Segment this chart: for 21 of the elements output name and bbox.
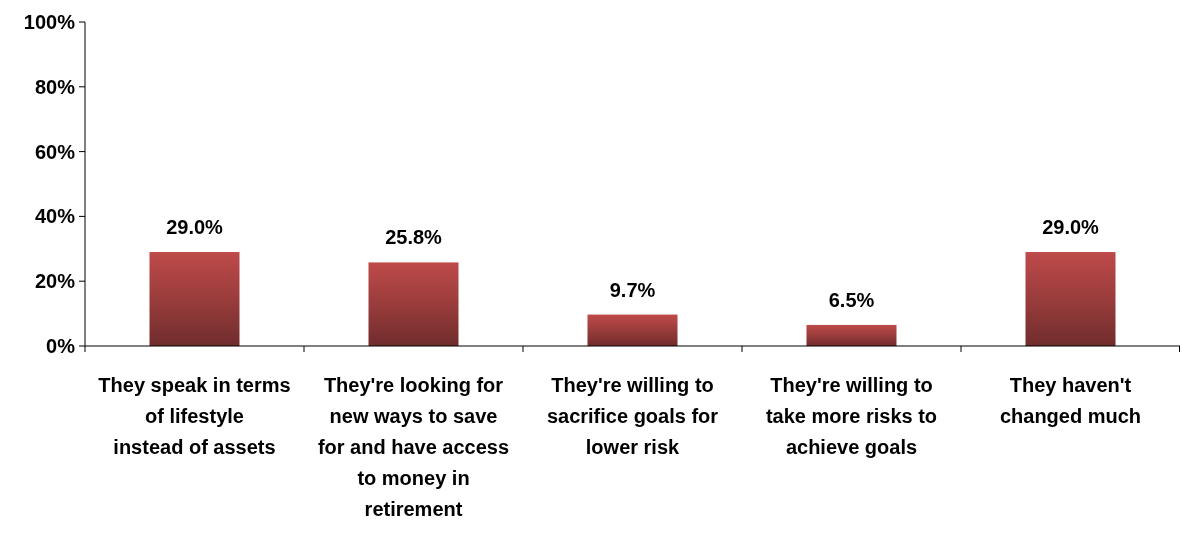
x-tick-label: They're willing to take more risks to achieve goals	[765, 374, 938, 458]
data-label: 25.8%	[385, 226, 443, 249]
bar	[1025, 252, 1116, 346]
bar	[149, 252, 240, 346]
y-tick-label: 0%	[46, 335, 76, 357]
x-tick-label: They're looking for new ways to save for and have access to money in retirement	[317, 374, 510, 520]
y-tick-label: 60%	[34, 140, 76, 163]
x-tick-label: They're willing to sacrifice goals for lower risk	[546, 374, 719, 458]
y-tick-label: 100%	[23, 11, 76, 33]
data-label: 6.5%	[828, 288, 875, 311]
bar	[587, 314, 678, 346]
x-tick-label: They speak in terms of lifestyle instead of assets	[98, 374, 291, 458]
bar	[806, 324, 897, 346]
data-label: 29.0%	[1042, 216, 1100, 239]
y-tick-label: 20%	[34, 270, 76, 293]
y-tick-label: 80%	[34, 75, 76, 98]
data-label: 9.7%	[609, 278, 656, 301]
bar	[368, 262, 459, 346]
data-label: 29.0%	[166, 216, 224, 239]
x-tick-label: They haven't changed much	[999, 374, 1142, 427]
y-tick-label: 40%	[34, 205, 76, 228]
